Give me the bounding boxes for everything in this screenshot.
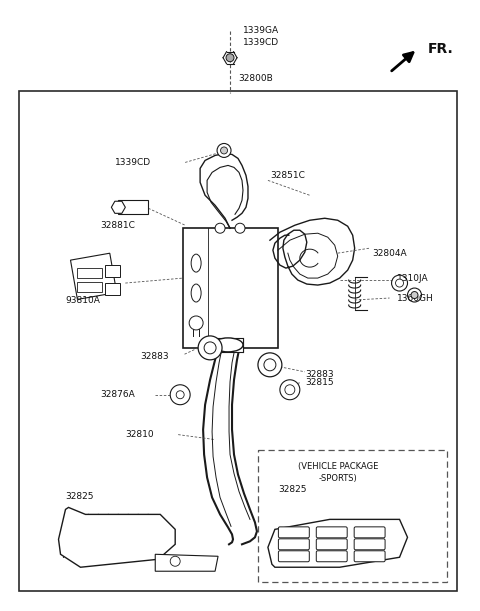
Text: 1310JA: 1310JA [396,274,428,282]
Circle shape [176,391,184,399]
Text: 32881C: 32881C [100,221,135,230]
Text: 1339CD: 1339CD [115,158,152,167]
Circle shape [170,385,190,404]
Text: 1339GA: 1339GA [243,26,279,35]
FancyBboxPatch shape [354,539,385,550]
Circle shape [220,147,228,154]
Polygon shape [59,507,175,567]
Text: 93810A: 93810A [65,296,100,304]
Text: 32851C: 32851C [270,171,305,180]
Text: 32810: 32810 [125,430,154,439]
Text: 1339CD: 1339CD [243,38,279,47]
Bar [71,253,117,299]
Text: -SPORTS): -SPORTS) [318,474,357,483]
Circle shape [285,385,295,395]
Bar [106,265,120,277]
Circle shape [198,336,222,360]
Bar [119,200,148,214]
Text: 32804A: 32804A [372,249,407,258]
Circle shape [411,291,418,299]
FancyBboxPatch shape [354,551,385,562]
Text: (VEHICLE PACKAGE: (VEHICLE PACKAGE [298,461,378,470]
Circle shape [408,288,421,302]
FancyBboxPatch shape [354,527,385,538]
Text: FR.: FR. [428,42,453,56]
Circle shape [235,223,245,233]
FancyBboxPatch shape [316,539,347,550]
Polygon shape [268,519,408,567]
Ellipse shape [191,284,201,302]
FancyBboxPatch shape [258,450,447,582]
Circle shape [264,359,276,371]
Text: 32883: 32883 [140,353,169,361]
Polygon shape [155,554,218,571]
Circle shape [280,380,300,400]
Circle shape [204,342,216,354]
Bar [183,229,278,348]
Text: 1360GH: 1360GH [396,293,433,302]
Circle shape [258,353,282,377]
Text: 32815: 32815 [305,378,334,387]
FancyBboxPatch shape [316,551,347,562]
Bar [213,338,243,352]
Circle shape [215,223,225,233]
Text: 32883: 32883 [305,370,334,379]
FancyBboxPatch shape [278,551,309,562]
FancyBboxPatch shape [278,539,309,550]
Circle shape [217,144,231,158]
Circle shape [170,556,180,566]
FancyBboxPatch shape [278,527,309,538]
Circle shape [396,279,404,287]
Bar [19,90,457,591]
Bar [77,282,102,292]
Circle shape [392,275,408,291]
Text: 32825: 32825 [65,492,94,501]
Circle shape [226,54,234,62]
FancyBboxPatch shape [316,527,347,538]
Text: 32825: 32825 [278,485,306,494]
Text: 32876A: 32876A [100,390,135,399]
Circle shape [189,316,203,330]
Text: 32800B: 32800B [238,74,273,83]
Bar [77,268,102,278]
Polygon shape [111,201,125,213]
Ellipse shape [213,338,243,352]
Ellipse shape [191,254,201,272]
Bar [106,283,120,295]
